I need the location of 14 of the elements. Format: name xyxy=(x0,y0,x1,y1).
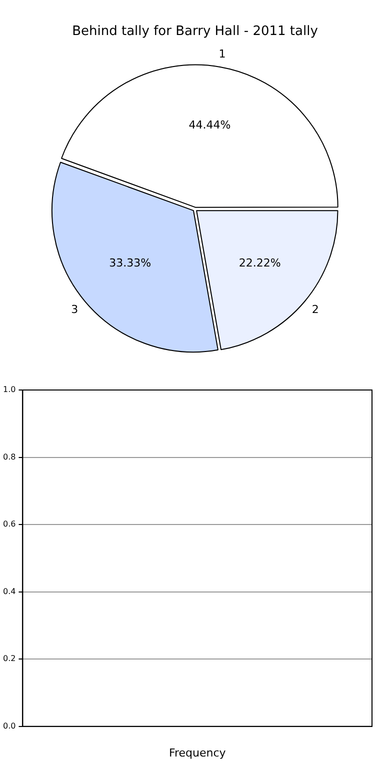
slice-label: 2 xyxy=(312,303,319,316)
chart-title: Behind tally for Barry Hall - 2011 tally xyxy=(72,24,318,40)
data-label: 22.22% xyxy=(238,256,281,270)
y-tick-label: 0.6 xyxy=(2,520,16,529)
y-tick-label: 0.0 xyxy=(2,721,16,730)
data-label: 33.33% xyxy=(109,256,152,270)
y-tick-label: 0.4 xyxy=(2,586,16,596)
y-tick-label: 1.0 xyxy=(2,385,16,394)
slice-label: 1 xyxy=(218,47,226,60)
data-label: 44.44% xyxy=(188,118,231,132)
y-tick-label: 0.8 xyxy=(2,452,16,462)
slice-label: 3 xyxy=(71,303,78,316)
x-axis-title: Frequency xyxy=(168,746,226,760)
y-tick-label: 0.2 xyxy=(2,654,16,664)
